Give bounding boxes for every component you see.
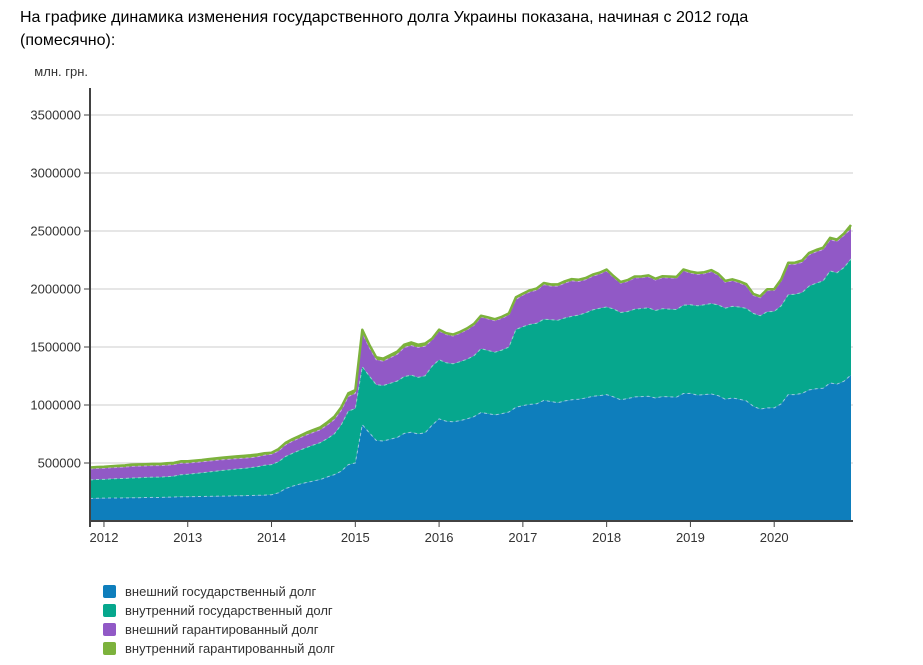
x-tick-label: 2020 — [760, 530, 789, 545]
edge-series-1 — [89, 258, 852, 481]
legend-label: внешний гарантированный долг — [125, 622, 319, 637]
legend-label: внешний государственный долг — [125, 584, 317, 599]
area-series-1 — [90, 259, 851, 499]
y-axis-unit-label: млн. грн. — [34, 64, 88, 79]
legend-label: внутренний государственный долг — [125, 603, 333, 618]
x-tick-label: 2016 — [425, 530, 454, 545]
legend-item-2: внешний гарантированный долг — [103, 620, 335, 639]
page-title: На графике динамика изменения государств… — [20, 6, 908, 52]
legend-item-1: внутренний государственный долг — [103, 601, 335, 620]
y-tick-label: 2500000 — [30, 224, 81, 239]
legend-item-0: внешний государственный долг — [103, 582, 335, 601]
area-series-2 — [90, 228, 851, 480]
edge-series-0 — [89, 374, 852, 499]
legend-label: внутренний гарантированный долг — [125, 641, 335, 656]
y-tick-label: 2000000 — [30, 282, 81, 297]
x-tick-label: 2012 — [90, 530, 119, 545]
y-tick-label: 500000 — [38, 456, 81, 471]
legend-swatch-icon — [103, 604, 116, 617]
x-tick-label: 2015 — [341, 530, 370, 545]
debt-chart: 500000 1000000 1500000 2000000 2500000 300000… — [30, 88, 853, 545]
legend-swatch-icon — [103, 623, 116, 636]
y-tick-label: 1500000 — [30, 340, 81, 355]
x-tick-label: 2014 — [257, 530, 286, 545]
legend-swatch-icon — [103, 585, 116, 598]
x-tick-label: 2017 — [508, 530, 537, 545]
area-series-0 — [90, 375, 851, 521]
legend-swatch-icon — [103, 642, 116, 655]
x-tick-label: 2018 — [592, 530, 621, 545]
legend-item-3: внутренний гарантированный долг — [103, 639, 335, 658]
page-title-line2: (помесячно): — [20, 32, 116, 49]
y-tick-label: 3500000 — [30, 108, 81, 123]
page-title-line1: На графике динамика изменения государств… — [20, 9, 749, 26]
edge-series-3 — [89, 224, 852, 469]
x-tick-label: 2019 — [676, 530, 705, 545]
legend: внешний государственный долг внутренний г… — [103, 582, 335, 658]
y-tick-label: 3000000 — [30, 166, 81, 181]
x-tick-label: 2013 — [173, 530, 202, 545]
y-tick-label: 1000000 — [30, 398, 81, 413]
